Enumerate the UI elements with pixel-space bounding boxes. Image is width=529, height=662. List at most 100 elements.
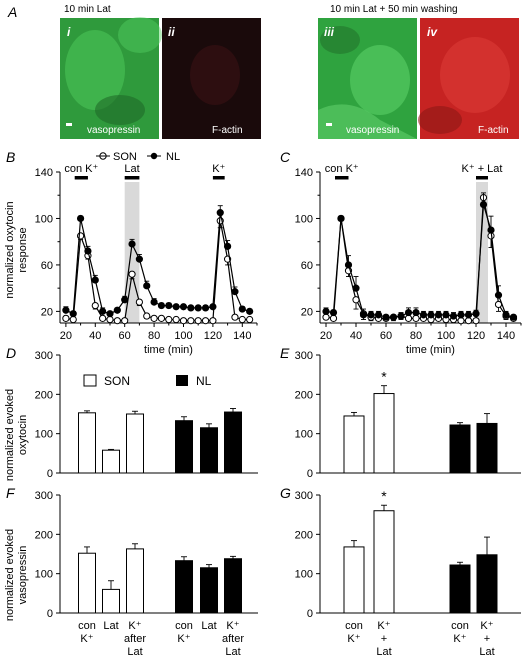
category-label: after bbox=[124, 633, 146, 645]
chart-c: 20 60 100 140 20 40 60 80 100 120 140 time (min) con… bbox=[295, 163, 522, 356]
ylabel-b-line1: normalized oxytocin bbox=[4, 201, 16, 298]
data-point-son bbox=[194, 317, 202, 325]
y-tick-label: 60 bbox=[41, 260, 53, 272]
data-point-nl bbox=[329, 308, 338, 317]
data-point-nl bbox=[99, 307, 107, 315]
data-point-nl bbox=[367, 311, 375, 319]
data-point-son bbox=[113, 317, 121, 325]
legend-nl-swatch bbox=[176, 375, 188, 386]
stimulus-shade-1 bbox=[476, 182, 488, 323]
data-point-son bbox=[457, 317, 465, 325]
data-point-nl bbox=[157, 301, 166, 310]
y-tick-label: 140 bbox=[295, 167, 313, 179]
stimulus-bar-0 bbox=[74, 176, 88, 180]
panel-letter-c: C bbox=[280, 149, 291, 165]
x-tick-label: 140 bbox=[233, 330, 251, 342]
ylabel-d-line2: oxytocin bbox=[17, 415, 29, 455]
bar-3 bbox=[476, 422, 498, 474]
micrograph-i-cell bbox=[65, 30, 125, 110]
y-tick-label: 0 bbox=[47, 468, 53, 480]
stimulus-bar-1 bbox=[124, 176, 140, 180]
y-tick-label: 100 bbox=[295, 429, 313, 441]
micrograph-iii-cell bbox=[350, 45, 410, 115]
x-tick-label: 120 bbox=[467, 330, 485, 342]
bar-3 bbox=[476, 554, 498, 614]
micrograph-i-label: vasopressin bbox=[87, 125, 140, 136]
micrograph-i-cell-2 bbox=[118, 17, 162, 53]
x-axis-label: time (min) bbox=[406, 344, 455, 356]
data-point-son bbox=[165, 315, 173, 324]
stimulus-label-1: K⁺ + Lat bbox=[462, 163, 503, 175]
y-tick-label: 100 bbox=[295, 213, 313, 225]
micrograph-ii-cell bbox=[190, 45, 240, 105]
data-point-nl bbox=[397, 312, 405, 320]
micrograph-iii-scale-bar bbox=[326, 123, 332, 126]
data-point-nl bbox=[69, 310, 77, 318]
data-point-son bbox=[62, 314, 70, 322]
y-tick-label: 300 bbox=[295, 490, 313, 502]
y-tick-label: 0 bbox=[47, 608, 53, 620]
data-point-nl bbox=[472, 310, 480, 318]
bar-5 bbox=[224, 558, 242, 614]
y-tick-label: 200 bbox=[35, 389, 53, 401]
data-point-nl bbox=[352, 284, 360, 292]
stimulus-label-1: Lat bbox=[124, 163, 139, 175]
micrograph-iii: iii vasopressin bbox=[318, 18, 417, 139]
data-point-son bbox=[201, 317, 210, 325]
y-tick-label: 100 bbox=[35, 569, 53, 581]
y-tick-label: 100 bbox=[35, 213, 53, 225]
x-axis-label: time (min) bbox=[144, 344, 193, 356]
y-tick-label: 20 bbox=[41, 306, 53, 318]
bar-1 bbox=[102, 449, 120, 474]
data-point-son bbox=[128, 270, 136, 278]
y-tick-label: 100 bbox=[295, 569, 313, 581]
chart-f: 0 100 200 300 bbox=[35, 490, 258, 620]
category-label: K⁺ bbox=[177, 633, 190, 645]
y-tick-label: 300 bbox=[35, 490, 53, 502]
caption-left: 10 min Lat bbox=[64, 4, 111, 15]
category-label: K⁺ bbox=[453, 633, 466, 645]
category-label: K⁺ bbox=[377, 620, 390, 632]
data-point-nl bbox=[194, 304, 202, 312]
data-point-son bbox=[69, 315, 77, 324]
y-tick-label: 200 bbox=[295, 529, 313, 541]
legend-son-swatch bbox=[83, 374, 97, 387]
panel-a: A 10 min Lat 10 min Lat + 50 min washing… bbox=[7, 4, 519, 139]
micrograph-iii-shadow bbox=[320, 26, 360, 54]
data-point-son bbox=[91, 301, 99, 310]
micrograph-iv-label: F-actin bbox=[478, 125, 509, 136]
significance-mark: * bbox=[381, 488, 387, 504]
data-point-son bbox=[106, 315, 114, 324]
x-tick-label: 100 bbox=[437, 330, 455, 342]
data-point-nl bbox=[135, 255, 143, 263]
category-label: Lat bbox=[201, 620, 216, 632]
data-point-nl bbox=[427, 311, 435, 319]
chart-g: 0 100 200 300 * bbox=[295, 488, 521, 620]
legend-bars-son-label: SON bbox=[104, 374, 130, 388]
y-tick-label: 60 bbox=[301, 260, 313, 272]
data-point-nl bbox=[113, 306, 121, 314]
x-tick-label: 40 bbox=[89, 330, 101, 342]
data-point-nl bbox=[382, 313, 390, 321]
data-point-nl bbox=[231, 288, 239, 296]
category-label: K⁺ bbox=[128, 620, 141, 632]
series-line-nl bbox=[65, 212, 250, 315]
data-point-nl bbox=[412, 308, 420, 317]
data-point-nl bbox=[216, 209, 224, 217]
legend-bars: SON NL bbox=[83, 374, 212, 388]
bar-2 bbox=[126, 413, 144, 474]
stimulus-bar-0 bbox=[335, 176, 349, 180]
x-tick-label: 40 bbox=[350, 330, 362, 342]
ylabel-f-line1: normalized evoked bbox=[4, 529, 16, 621]
data-point-son bbox=[121, 317, 129, 325]
data-point-nl bbox=[457, 311, 465, 319]
data-point-nl bbox=[404, 308, 413, 317]
category-label: K⁺ bbox=[347, 633, 360, 645]
micrograph-iv: iv F-actin bbox=[418, 18, 519, 139]
data-point-son bbox=[157, 314, 166, 322]
x-tick-label: 60 bbox=[380, 330, 392, 342]
data-point-nl bbox=[246, 307, 254, 315]
